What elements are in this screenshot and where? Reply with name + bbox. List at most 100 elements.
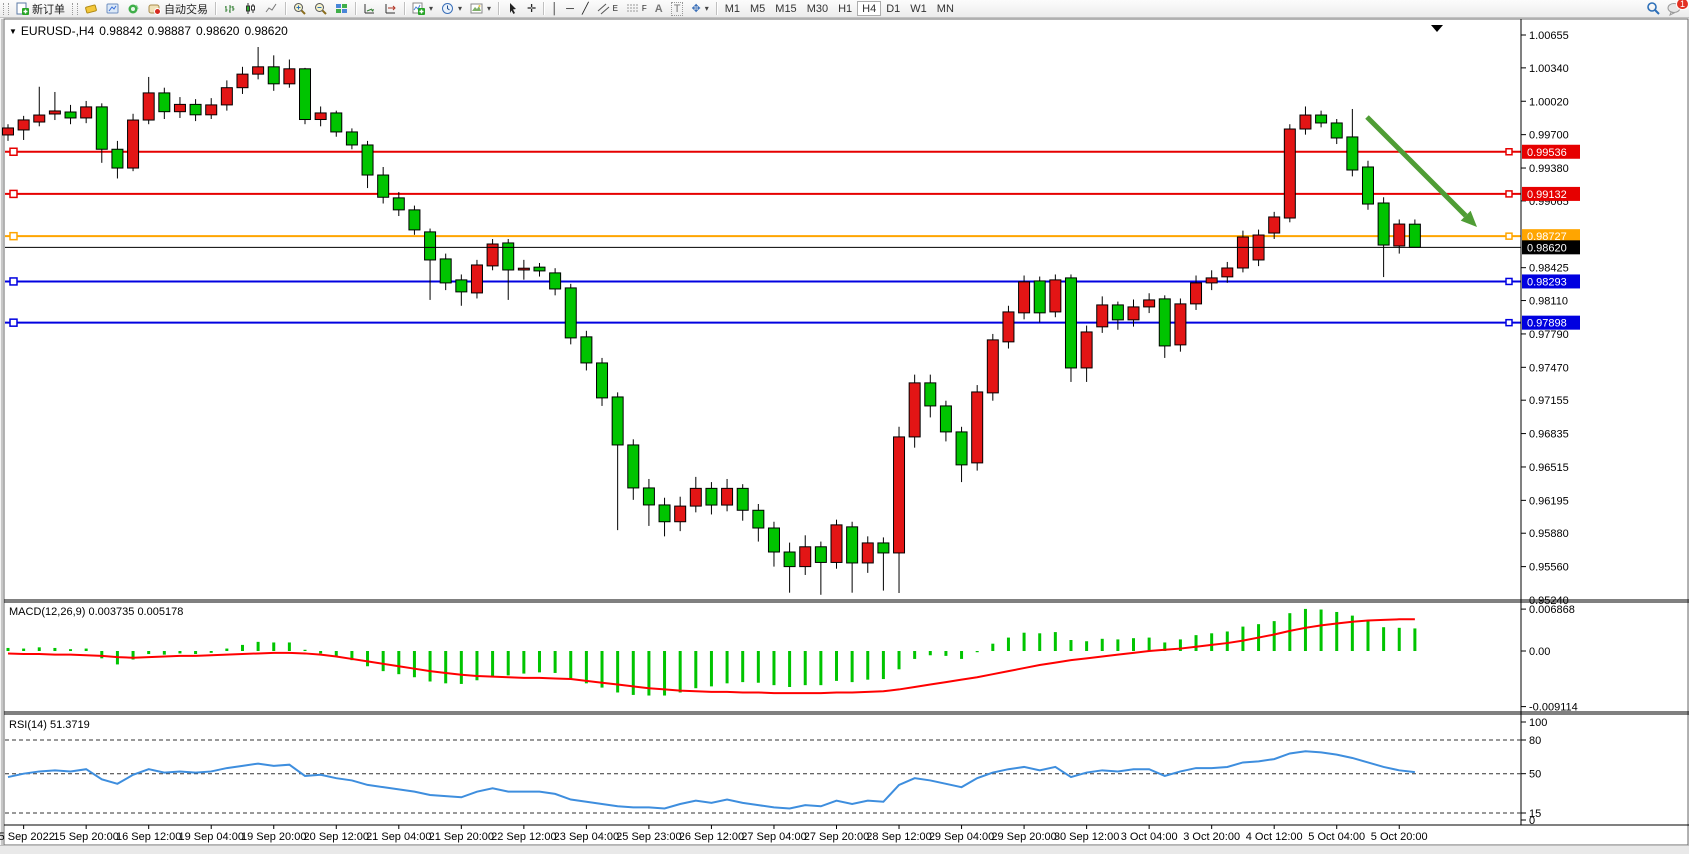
candle-body xyxy=(283,68,296,85)
timeframe-M1[interactable]: M1 xyxy=(720,1,745,16)
candle-body xyxy=(783,551,796,568)
timeframe-D1[interactable]: D1 xyxy=(881,1,905,16)
toolbar-grip[interactable] xyxy=(72,2,78,15)
cursor-tool-button[interactable] xyxy=(502,1,523,16)
channel-tool-button[interactable]: E xyxy=(593,1,622,16)
arrows-dropdown-caret[interactable]: ▾ xyxy=(704,4,709,13)
timeframe-M15[interactable]: M15 xyxy=(770,1,801,16)
timeframe-H1[interactable]: H1 xyxy=(833,1,857,16)
autotrading-icon xyxy=(148,2,161,15)
time-label: 3 Oct 20:00 xyxy=(1183,831,1240,843)
level-marker[interactable] xyxy=(9,189,18,199)
price-tick-label: 0.95880 xyxy=(1529,528,1569,540)
navigator-button[interactable] xyxy=(102,1,123,16)
candle-body xyxy=(361,144,374,176)
chart-shift-button[interactable] xyxy=(380,1,401,16)
timeframe-M5[interactable]: M5 xyxy=(745,1,770,16)
indicators-button[interactable]: ▾ xyxy=(408,1,437,16)
candle-body xyxy=(1190,282,1203,305)
periods-dropdown-caret[interactable]: ▾ xyxy=(458,4,463,13)
candle-body xyxy=(549,272,562,290)
candle-body xyxy=(752,509,765,529)
toolbar-separator xyxy=(543,2,545,15)
level-price-badge xyxy=(1522,186,1580,201)
signals-button[interactable] xyxy=(123,1,144,16)
level-marker[interactable] xyxy=(9,231,18,241)
candle-body xyxy=(1033,280,1046,314)
label-tool-button[interactable]: T xyxy=(667,1,688,16)
macd-histogram-bar xyxy=(928,651,932,656)
navigator-icon xyxy=(106,2,119,15)
timeframe-MN[interactable]: MN xyxy=(932,1,959,16)
candle-body xyxy=(1205,277,1218,284)
candle-body xyxy=(314,112,327,121)
templates-dropdown-caret[interactable]: ▾ xyxy=(487,4,492,13)
macd-histogram-bar xyxy=(491,651,495,677)
candle-body xyxy=(674,505,687,523)
level-marker[interactable] xyxy=(9,147,18,157)
candle-body xyxy=(939,405,952,433)
macd-histogram-bar xyxy=(1100,638,1104,651)
autotrading-button[interactable]: 自动交易 xyxy=(144,1,212,16)
zoom-out-button[interactable] xyxy=(310,1,331,16)
rsi-value: 51.3719 xyxy=(49,719,90,731)
chart-shift-marker[interactable] xyxy=(1431,25,1443,32)
price-tick-label: 0.96195 xyxy=(1529,495,1569,507)
level-marker[interactable] xyxy=(9,318,18,327)
candle-body xyxy=(80,106,93,119)
candle-body xyxy=(2,127,14,136)
fibonacci-tool-button[interactable]: F xyxy=(622,1,651,16)
crosshair-tool-button[interactable]: ✛ xyxy=(523,1,540,16)
symbol-header[interactable]: ▼ EURUSD-,H4 0.98842 0.98887 0.98620 0.98620 xyxy=(9,24,293,38)
line-chart-button[interactable] xyxy=(261,1,282,16)
macd-histogram-bar xyxy=(100,651,104,659)
level-marker[interactable] xyxy=(9,277,18,286)
chart-canvas[interactable]: 1.006551.003401.000200.997000.993800.990… xyxy=(0,18,1689,853)
templates-button[interactable]: ▾ xyxy=(466,1,495,16)
macd-histogram-bar xyxy=(522,651,526,674)
macd-histogram-bar xyxy=(1132,638,1136,651)
search-icon[interactable] xyxy=(1646,1,1661,16)
indicators-dropdown-caret[interactable]: ▾ xyxy=(429,4,434,13)
auto-arrange-button[interactable] xyxy=(359,1,380,16)
timeframe-M30[interactable]: M30 xyxy=(802,1,833,16)
trend-arrow-line[interactable] xyxy=(1365,115,1468,218)
text-tool-button[interactable]: A xyxy=(651,1,667,16)
line-chart-icon xyxy=(265,2,278,15)
tile-windows-button[interactable] xyxy=(331,1,352,16)
candlestick-chart-button[interactable] xyxy=(240,1,261,16)
price-tick-label: 0.98425 xyxy=(1529,263,1569,275)
macd-histogram-bar xyxy=(1116,639,1120,651)
toolbar-grip[interactable] xyxy=(3,2,9,15)
candle-body xyxy=(971,391,984,464)
timeframe-group: M1 M5 M15 M30 H1 H4 D1 W1 MN xyxy=(720,1,959,16)
time-label: 5 Oct 20:00 xyxy=(1371,831,1428,843)
zoom-in-button[interactable] xyxy=(289,1,310,16)
new-order-button[interactable]: 新订单 xyxy=(12,1,69,16)
macd-histogram-bar xyxy=(1288,613,1292,651)
macd-histogram-bar xyxy=(1335,611,1339,651)
chat-icon[interactable]: 1 xyxy=(1667,0,1689,16)
bar-chart-button[interactable] xyxy=(219,1,240,16)
candle-body xyxy=(893,436,906,554)
hline-tool-button[interactable]: ─ xyxy=(562,1,578,16)
candle-body xyxy=(1158,298,1171,347)
macd-histogram-bar xyxy=(1006,637,1010,651)
trend-arrow-head[interactable] xyxy=(1460,210,1477,227)
price-tick-label: 1.00020 xyxy=(1529,96,1569,108)
candle-body xyxy=(1361,166,1374,205)
candle-body xyxy=(236,73,249,89)
collapse-icon[interactable]: ▼ xyxy=(9,27,17,36)
macd-histogram-bar xyxy=(1038,633,1042,651)
periods-button[interactable]: ▾ xyxy=(437,1,466,16)
macd-histogram-bar xyxy=(756,651,760,683)
trendline-tool-button[interactable]: ╱ xyxy=(578,1,593,16)
arrows-tool-button[interactable]: ✥ ▾ xyxy=(687,1,712,16)
rsi-tick-label: 0 xyxy=(1529,815,1535,827)
market-watch-button[interactable] xyxy=(81,1,102,16)
macd-histogram-bar xyxy=(709,651,713,687)
timeframe-W1[interactable]: W1 xyxy=(905,1,932,16)
macd-histogram-bar xyxy=(850,651,854,683)
vline-tool-button[interactable]: │ xyxy=(547,1,562,16)
timeframe-H4[interactable]: H4 xyxy=(857,1,882,16)
